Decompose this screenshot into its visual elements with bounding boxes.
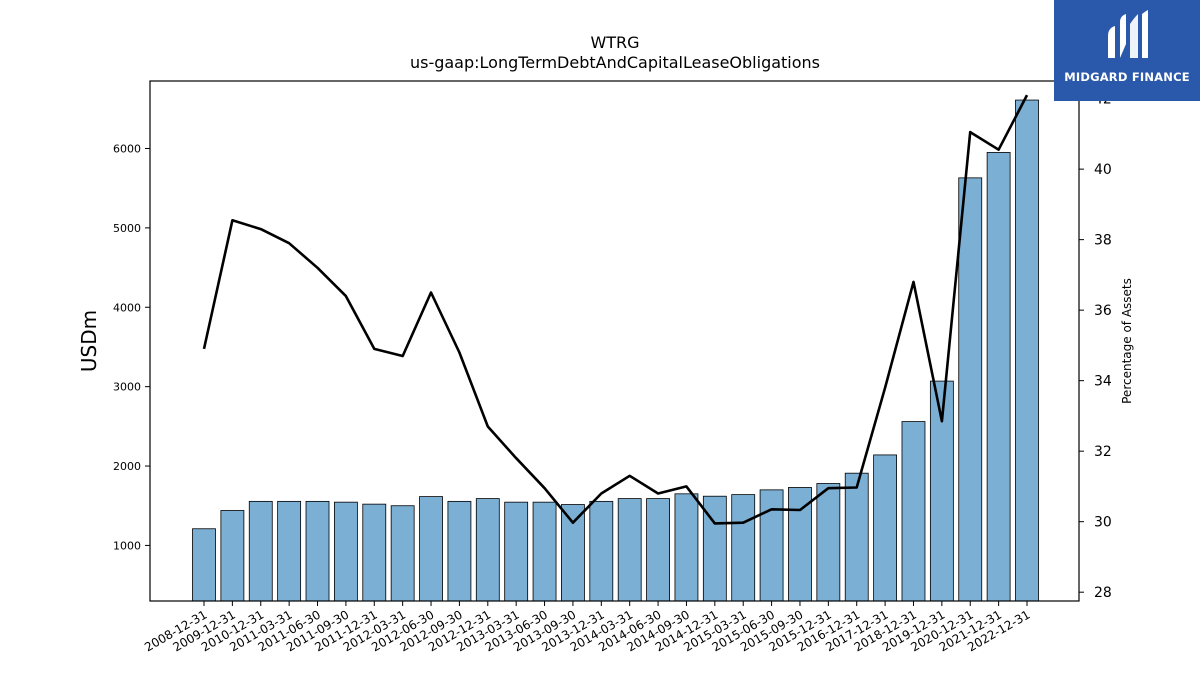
bar	[617, 498, 642, 602]
bar	[475, 498, 500, 602]
x-axis: 2008-12-312009-12-312010-12-312011-03-31…	[142, 601, 1033, 654]
bar	[362, 503, 387, 602]
y-axis-left: 1000 2000 3000 4000 5000 6000	[113, 142, 150, 552]
logo-text: MIDGARD FINANCE	[1064, 70, 1190, 84]
chart-subtitle: us-gaap:LongTermDebtAndCapitalLeaseOblig…	[410, 53, 820, 72]
bar	[901, 421, 926, 602]
chart-title: WTRG	[590, 33, 639, 52]
bar	[759, 489, 784, 602]
bar	[504, 501, 529, 602]
bar	[390, 505, 415, 602]
y2-tick-label: 38	[1094, 233, 1112, 249]
bar	[986, 152, 1011, 602]
bar	[589, 500, 614, 602]
y2-tick-label: 34	[1094, 374, 1112, 390]
bar	[333, 501, 358, 602]
bar	[532, 501, 557, 602]
bar	[447, 500, 472, 602]
y-tick-label: 2000	[113, 460, 141, 473]
y2-tick-label: 30	[1094, 515, 1112, 531]
y2-tick-label: 40	[1094, 162, 1112, 178]
bar-series	[192, 99, 1039, 602]
plot-frame	[149, 80, 1080, 602]
y-tick-label: 3000	[113, 381, 141, 394]
y-tick-label: 1000	[113, 539, 141, 552]
y2-tick-label: 28	[1094, 585, 1112, 601]
y-tick-label: 4000	[113, 301, 141, 314]
y-axis-right: 2830323436384042	[1079, 92, 1112, 601]
y-tick-label: 6000	[113, 142, 141, 155]
bar	[1015, 99, 1039, 602]
bar	[731, 494, 756, 602]
y-axis-label: USDm	[77, 310, 101, 372]
y2-axis-label: Percentage of Assets	[1120, 278, 1134, 404]
y-tick-label: 5000	[113, 222, 141, 235]
y2-tick-label: 32	[1094, 444, 1112, 460]
bar	[646, 498, 670, 602]
bar	[192, 528, 216, 602]
bar	[248, 500, 273, 602]
bar	[873, 454, 898, 602]
bar	[419, 496, 443, 602]
y2-tick-label: 36	[1094, 303, 1112, 319]
bar	[844, 472, 869, 602]
percentage-line	[202, 94, 1029, 525]
bar	[816, 483, 841, 602]
bar	[305, 500, 330, 602]
bar	[561, 504, 585, 602]
bar	[958, 177, 983, 602]
bar	[220, 510, 245, 602]
bar	[674, 493, 699, 602]
line-series	[202, 94, 1029, 525]
logo-mark-icon	[1108, 10, 1148, 58]
bar	[277, 500, 302, 602]
brand-logo: MIDGARD FINANCE	[1054, 0, 1200, 101]
